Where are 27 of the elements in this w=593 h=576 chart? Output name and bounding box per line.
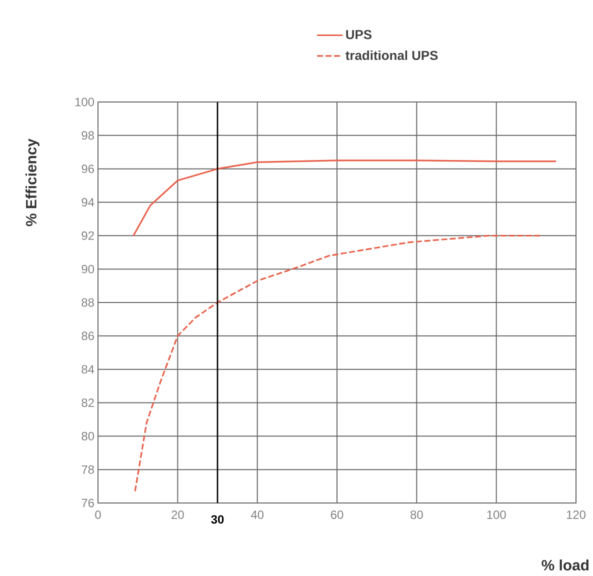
y-tick-label: 90 (82, 264, 94, 274)
x-tick-label: 80 (410, 510, 423, 519)
y-tick-label: 96 (82, 164, 94, 174)
x-axis-title: % load (542, 560, 588, 570)
y-tick-label: 78 (82, 465, 94, 474)
x-tick-label: 40 (250, 510, 264, 519)
x-tick-label: 20 (172, 510, 184, 519)
legend-label: traditional UPS (346, 50, 438, 60)
ref-line-label: 30 (211, 515, 224, 524)
legend-label: UPS (346, 30, 372, 40)
y-tick-label: 86 (82, 332, 94, 340)
y-axis-title: % Efficiency (26, 138, 40, 226)
y-tick-label: 88 (82, 298, 94, 307)
y-tick-label: 82 (82, 398, 94, 407)
y-tick-label: 98 (82, 131, 94, 140)
y-tick-label: 94 (82, 198, 94, 206)
x-tick-label: 100 (487, 510, 506, 519)
x-tick-label: 60 (330, 510, 344, 519)
y-tick-label: 76 (82, 498, 94, 508)
line-series (134, 234, 541, 492)
y-tick-label: 80 (82, 432, 94, 440)
y-tick-label: 100 (75, 98, 94, 106)
line-series (132, 160, 557, 236)
y-tick-label: 92 (82, 231, 94, 240)
x-tick-label: 0 (95, 510, 101, 519)
x-tick-label: 120 (566, 510, 586, 519)
y-tick-label: 84 (82, 365, 94, 374)
